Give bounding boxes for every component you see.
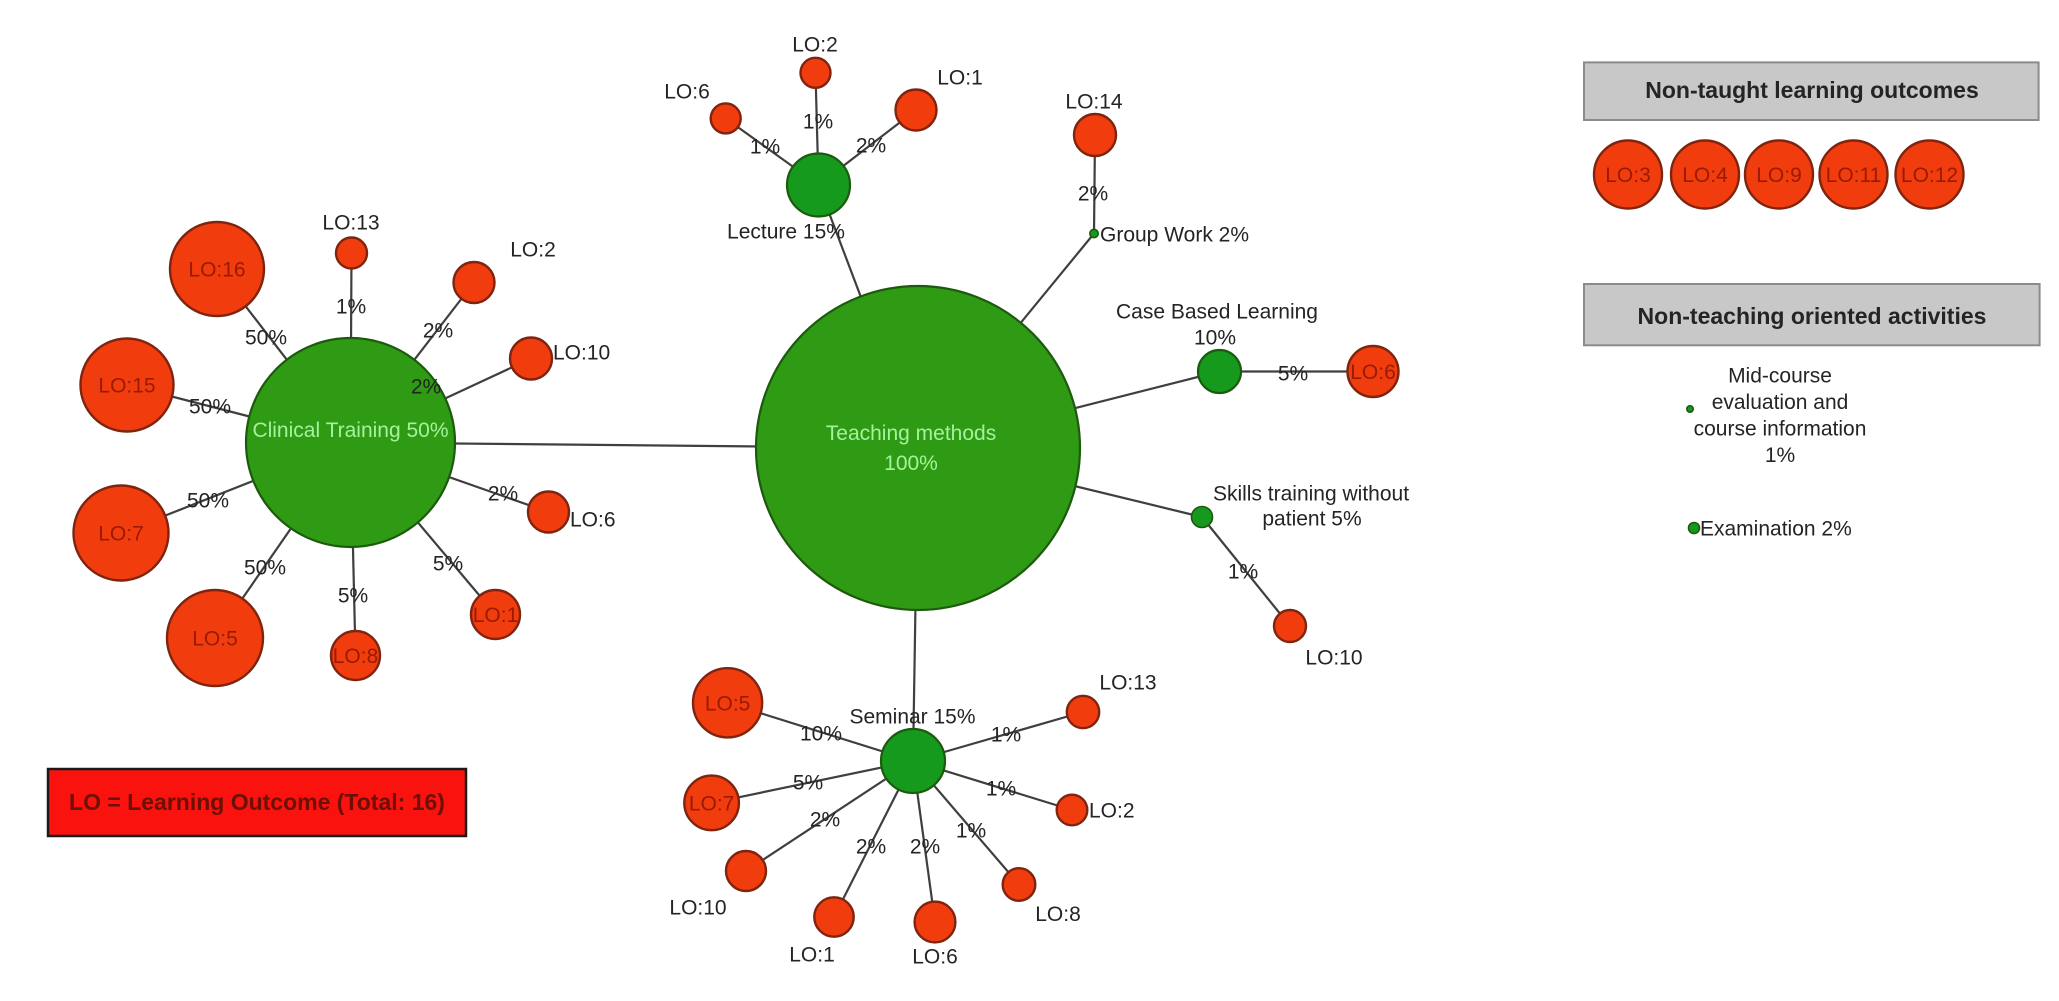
svg-text:LO:1: LO:1 — [473, 604, 519, 627]
svg-text:patient 5%: patient 5% — [1262, 508, 1361, 531]
svg-text:50%: 50% — [245, 327, 287, 350]
svg-text:LO:11: LO:11 — [1826, 164, 1882, 187]
svg-text:evaluation and: evaluation and — [1712, 391, 1849, 414]
svg-text:2%: 2% — [856, 135, 886, 158]
svg-text:10%: 10% — [800, 723, 842, 746]
svg-text:1%: 1% — [986, 778, 1016, 801]
svg-text:1%: 1% — [1228, 561, 1258, 584]
svg-text:LO:1: LO:1 — [937, 67, 983, 90]
svg-text:LO:5: LO:5 — [705, 692, 751, 715]
svg-text:LO:13: LO:13 — [1099, 672, 1156, 695]
svg-text:5%: 5% — [338, 585, 368, 608]
svg-text:LO:8: LO:8 — [1035, 903, 1081, 926]
svg-text:Case Based Learning: Case Based Learning — [1116, 301, 1318, 324]
svg-text:2%: 2% — [810, 809, 840, 832]
svg-text:1%: 1% — [803, 111, 833, 134]
svg-text:1%: 1% — [336, 296, 366, 319]
svg-text:LO:2: LO:2 — [1089, 800, 1135, 823]
svg-text:LO:2: LO:2 — [510, 239, 556, 262]
svg-text:LO = Learning Outcome (Total:: LO = Learning Outcome (Total: 16) — [69, 789, 445, 815]
svg-text:5%: 5% — [1278, 363, 1308, 386]
svg-text:Clinical Training 50%: Clinical Training 50% — [252, 419, 448, 442]
svg-text:Teaching methods: Teaching methods — [826, 422, 996, 445]
svg-text:Lecture 15%: Lecture 15% — [727, 221, 845, 244]
svg-text:2%: 2% — [1078, 183, 1108, 206]
svg-text:50%: 50% — [244, 557, 286, 580]
svg-text:50%: 50% — [189, 396, 231, 419]
svg-text:2%: 2% — [411, 376, 441, 399]
svg-text:LO:7: LO:7 — [98, 523, 144, 546]
svg-text:Skills training without: Skills training without — [1213, 483, 1409, 506]
svg-text:LO:6: LO:6 — [1350, 361, 1396, 384]
svg-text:2%: 2% — [423, 320, 453, 343]
svg-text:LO:2: LO:2 — [792, 34, 838, 57]
svg-text:LO:6: LO:6 — [912, 946, 958, 969]
svg-text:LO:5: LO:5 — [192, 628, 238, 651]
svg-text:1%: 1% — [991, 724, 1021, 747]
svg-text:50%: 50% — [187, 490, 229, 513]
svg-text:2%: 2% — [488, 483, 518, 506]
svg-text:2%: 2% — [910, 836, 940, 859]
svg-text:10%: 10% — [1194, 327, 1236, 350]
svg-text:Seminar 15%: Seminar 15% — [849, 706, 975, 729]
svg-text:Group Work 2%: Group Work 2% — [1100, 224, 1249, 247]
svg-text:LO:8: LO:8 — [333, 645, 379, 668]
svg-text:LO:6: LO:6 — [664, 81, 710, 104]
svg-text:LO:9: LO:9 — [1756, 164, 1802, 187]
svg-text:LO:12: LO:12 — [1901, 164, 1958, 187]
svg-text:course information: course information — [1694, 418, 1867, 441]
svg-text:LO:7: LO:7 — [689, 792, 735, 815]
svg-text:Mid-course: Mid-course — [1728, 365, 1832, 388]
svg-text:5%: 5% — [433, 553, 463, 576]
svg-text:LO:16: LO:16 — [188, 259, 245, 282]
svg-text:5%: 5% — [793, 772, 823, 795]
svg-text:100%: 100% — [884, 452, 938, 475]
svg-text:LO:15: LO:15 — [98, 375, 155, 398]
svg-text:LO:10: LO:10 — [1305, 647, 1362, 670]
svg-text:1%: 1% — [1765, 444, 1795, 467]
svg-text:Non-taught learning outcomes: Non-taught learning outcomes — [1645, 77, 1979, 103]
svg-text:LO:14: LO:14 — [1065, 91, 1123, 114]
svg-text:LO:3: LO:3 — [1605, 164, 1651, 187]
svg-text:1%: 1% — [956, 820, 986, 843]
svg-text:LO:10: LO:10 — [553, 342, 610, 365]
svg-text:LO:1: LO:1 — [789, 944, 835, 967]
svg-text:2%: 2% — [856, 836, 886, 859]
svg-text:LO:10: LO:10 — [669, 897, 726, 920]
svg-text:LO:13: LO:13 — [322, 212, 379, 235]
svg-text:Non-teaching oriented activiti: Non-teaching oriented activities — [1638, 303, 1987, 329]
svg-text:LO:4: LO:4 — [1682, 164, 1728, 187]
svg-text:LO:6: LO:6 — [570, 509, 616, 532]
svg-text:Examination 2%: Examination 2% — [1700, 518, 1852, 541]
svg-text:1%: 1% — [750, 136, 780, 159]
